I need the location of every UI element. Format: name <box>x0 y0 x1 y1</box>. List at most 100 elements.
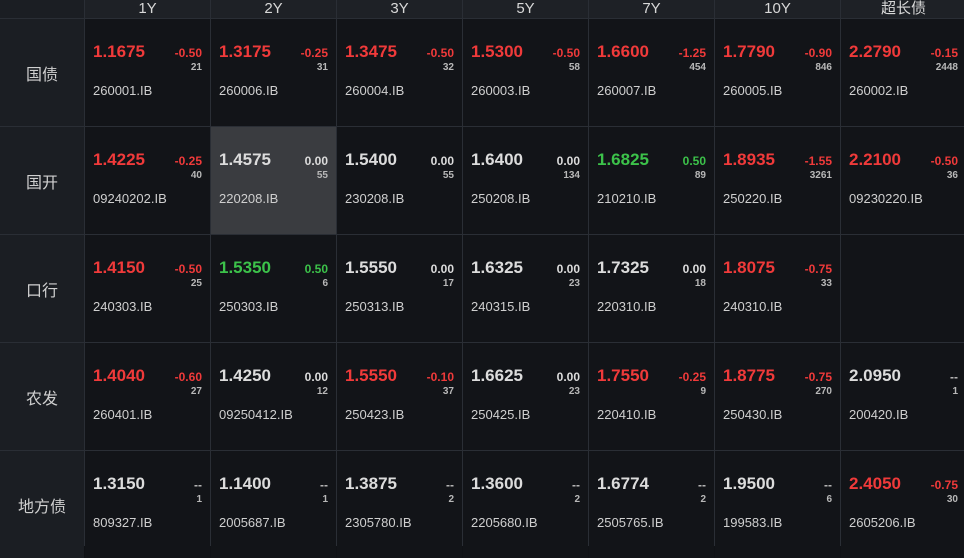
quote-cell[interactable]: 1.5400 0.00 55 230208.IB <box>337 127 462 234</box>
quote-cell[interactable]: 1.6625 0.00 23 250425.IB <box>463 343 588 450</box>
column-header-2[interactable]: 2Y <box>211 0 336 18</box>
quote-cell[interactable]: 1.6774 -- 2 2505765.IB <box>589 451 714 558</box>
column-header-5[interactable]: 7Y <box>589 0 714 18</box>
volume-count: 9 <box>700 386 706 397</box>
bond-code: 2205680.IB <box>471 515 538 530</box>
bond-code: 220208.IB <box>219 191 279 206</box>
column-header-4[interactable]: 5Y <box>463 0 588 18</box>
column-header-3[interactable]: 3Y <box>337 0 462 18</box>
change-value: -0.75 <box>804 262 832 276</box>
bond-code: 199583.IB <box>723 515 783 530</box>
volume-count: 55 <box>442 170 454 181</box>
change-value: -- <box>698 478 706 492</box>
quote-cell[interactable]: 1.4040 -0.60 27 260401.IB <box>85 343 210 450</box>
quote-cell[interactable]: 1.4575 0.00 55 220208.IB <box>211 127 336 234</box>
yield-value: 1.6825 <box>597 150 649 169</box>
quote-cell[interactable]: 1.6600 -1.25 454 260007.IB <box>589 19 714 126</box>
yield-value: 1.8935 <box>723 150 775 169</box>
yield-value: 1.9500 <box>723 474 775 493</box>
change-value: -0.50 <box>552 46 580 60</box>
quote-cell[interactable]: 1.3475 -0.50 32 260004.IB <box>337 19 462 126</box>
row-label: 口行 <box>0 235 84 342</box>
column-header-1[interactable]: 1Y <box>85 0 210 18</box>
quote-cell[interactable]: 1.1400 -- 1 2005687.IB <box>211 451 336 558</box>
yield-value: 1.8775 <box>723 366 775 385</box>
quote-cell[interactable]: 1.6825 0.50 89 210210.IB <box>589 127 714 234</box>
volume-count: 17 <box>442 278 454 289</box>
yield-value: 2.0950 <box>849 366 901 385</box>
quote-cell[interactable]: 1.3150 -- 1 809327.IB <box>85 451 210 558</box>
bond-code: 250313.IB <box>345 299 405 314</box>
quote-cell[interactable]: 1.9500 -- 6 199583.IB <box>715 451 840 558</box>
bond-code: 09230220.IB <box>849 191 923 206</box>
quote-cell[interactable]: 2.2100 -0.50 36 09230220.IB <box>841 127 964 234</box>
bond-code: 210210.IB <box>597 191 657 206</box>
quote-cell[interactable]: 1.4225 -0.25 40 09240202.IB <box>85 127 210 234</box>
quote-cell[interactable]: 2.4050 -0.75 30 2605206.IB <box>841 451 964 558</box>
volume-count: 6 <box>826 494 832 505</box>
bond-code: 250430.IB <box>723 407 783 422</box>
volume-count: 846 <box>815 62 832 73</box>
column-header-6[interactable]: 10Y <box>715 0 840 18</box>
yield-value: 1.7550 <box>597 366 649 385</box>
quote-cell[interactable]: 1.4250 0.00 12 09250412.IB <box>211 343 336 450</box>
volume-count: 27 <box>190 386 202 397</box>
quote-cell[interactable]: 1.5550 -0.10 37 250423.IB <box>337 343 462 450</box>
yield-value: 1.7325 <box>597 258 649 277</box>
quote-cell[interactable]: 1.6325 0.00 23 240315.IB <box>463 235 588 342</box>
change-value: -0.50 <box>930 154 958 168</box>
yield-value: 1.3175 <box>219 42 271 61</box>
quote-cell[interactable]: 1.7550 -0.25 9 220410.IB <box>589 343 714 450</box>
bond-code: 220310.IB <box>597 299 657 314</box>
bond-code: 240310.IB <box>723 299 783 314</box>
volume-count: 31 <box>316 62 328 73</box>
quote-cell[interactable]: 1.7325 0.00 18 220310.IB <box>589 235 714 342</box>
quote-cell[interactable]: 1.1675 -0.50 21 260001.IB <box>85 19 210 126</box>
change-value: 0.00 <box>556 262 580 276</box>
change-value: 0.00 <box>304 154 328 168</box>
quote-cell[interactable]: 1.5350 0.50 6 250303.IB <box>211 235 336 342</box>
volume-count: 55 <box>316 170 328 181</box>
change-value: 0.50 <box>304 262 328 276</box>
quote-cell[interactable]: 1.6400 0.00 134 250208.IB <box>463 127 588 234</box>
bond-code: 260003.IB <box>471 83 531 98</box>
yield-value: 2.4050 <box>849 474 901 493</box>
quote-cell[interactable]: 1.8075 -0.75 33 240310.IB <box>715 235 840 342</box>
column-header-7[interactable]: 超长债 <box>841 0 964 18</box>
yield-value: 2.2100 <box>849 150 901 169</box>
change-value: -0.25 <box>678 370 706 384</box>
quote-cell[interactable]: 1.8935 -1.55 3261 250220.IB <box>715 127 840 234</box>
quote-cell[interactable]: 1.5550 0.00 17 250313.IB <box>337 235 462 342</box>
volume-count: 25 <box>190 278 202 289</box>
yield-value: 1.3875 <box>345 474 397 493</box>
change-value: -0.25 <box>174 154 202 168</box>
quote-cell[interactable]: 2.2790 -0.15 2448 260002.IB <box>841 19 964 126</box>
yield-value: 1.5400 <box>345 150 397 169</box>
volume-count: 2 <box>574 494 580 505</box>
change-value: -0.15 <box>930 46 958 60</box>
change-value: 0.00 <box>556 370 580 384</box>
yield-value: 1.4150 <box>93 258 145 277</box>
quote-cell[interactable]: 1.3600 -- 2 2205680.IB <box>463 451 588 558</box>
yield-value: 1.6400 <box>471 150 523 169</box>
volume-count: 454 <box>689 62 706 73</box>
quote-cell[interactable]: 1.4150 -0.50 25 240303.IB <box>85 235 210 342</box>
quote-cell[interactable]: 2.0950 -- 1 200420.IB <box>841 343 964 450</box>
volume-count: 2 <box>448 494 454 505</box>
quote-cell[interactable]: 1.5300 -0.50 58 260003.IB <box>463 19 588 126</box>
change-value: 0.00 <box>430 262 454 276</box>
volume-count: 18 <box>694 278 706 289</box>
yield-value: 1.3475 <box>345 42 397 61</box>
bond-code: 260004.IB <box>345 83 405 98</box>
change-value: 0.00 <box>556 154 580 168</box>
quote-cell[interactable]: 1.3875 -- 2 2305780.IB <box>337 451 462 558</box>
yield-value: 1.5350 <box>219 258 271 277</box>
bond-code: 250220.IB <box>723 191 783 206</box>
volume-count: 40 <box>190 170 202 181</box>
quote-cell[interactable]: 1.8775 -0.75 270 250430.IB <box>715 343 840 450</box>
quote-cell[interactable]: 1.3175 -0.25 31 260006.IB <box>211 19 336 126</box>
volume-count: 134 <box>563 170 580 181</box>
yield-value: 1.6600 <box>597 42 649 61</box>
bond-code: 250425.IB <box>471 407 531 422</box>
quote-cell[interactable]: 1.7790 -0.90 846 260005.IB <box>715 19 840 126</box>
